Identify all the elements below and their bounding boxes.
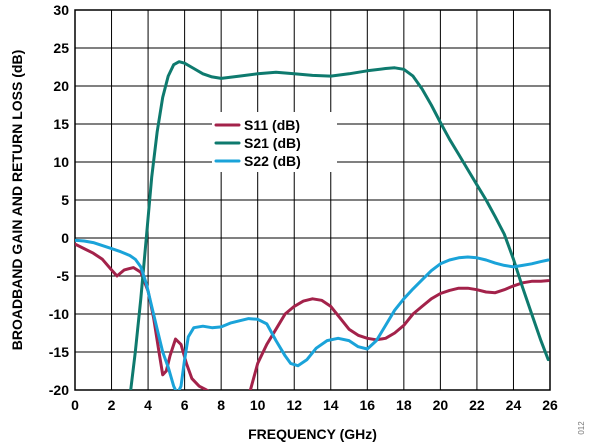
figure-id: 012: [577, 421, 586, 435]
y-tick-labels: -20 -15 -10 -5 0 5 10 15 20 25 30: [49, 2, 69, 398]
x-tick-label: 22: [469, 397, 485, 413]
x-axis-title: FREQUENCY (GHz): [248, 426, 377, 442]
y-tick-label: 0: [61, 230, 69, 246]
x-tick-label: 8: [217, 397, 225, 413]
x-tick-label: 12: [286, 397, 302, 413]
legend-label-3: S22 (dB): [244, 153, 301, 169]
y-tick-label: 30: [53, 2, 69, 18]
x-tick-labels: 0 2 4 6 8 10 12 14 16 18 20 22 24 26: [71, 397, 558, 413]
series-line-2: [129, 60, 550, 390]
series-layer: [75, 60, 550, 390]
x-tick-label: 26: [542, 397, 558, 413]
y-tick-label: -5: [57, 268, 70, 284]
x-tick-label: 6: [181, 397, 189, 413]
x-tick-label: 14: [323, 397, 339, 413]
y-tick-label: 20: [53, 78, 69, 94]
legend-label-1: S11 (dB): [244, 117, 300, 133]
y-tick-label: 25: [53, 40, 69, 56]
y-tick-label: 15: [53, 116, 69, 132]
y-tick-label: 10: [53, 154, 69, 170]
y-tick-label: -15: [49, 344, 69, 360]
x-tick-label: 2: [108, 397, 116, 413]
legend-label-2: S21 (dB): [244, 135, 301, 151]
y-tick-label: -20: [49, 382, 69, 398]
y-axis-title: BROADBAND GAIN AND RETURN LOSS (dB): [9, 50, 25, 350]
x-tick-label: 20: [433, 397, 449, 413]
x-tick-label: 10: [250, 397, 266, 413]
y-tick-label: -10: [49, 306, 69, 322]
series-line-3: [75, 238, 550, 390]
x-tick-label: 0: [71, 397, 79, 413]
x-tick-label: 18: [396, 397, 412, 413]
y-tick-label: 5: [61, 192, 69, 208]
x-tick-label: 4: [144, 397, 152, 413]
x-tick-label: 24: [506, 397, 522, 413]
x-tick-label: 16: [360, 397, 376, 413]
plot-frame: [74, 9, 551, 391]
legend: S11 (dB) S21 (dB) S22 (dB): [212, 112, 337, 172]
